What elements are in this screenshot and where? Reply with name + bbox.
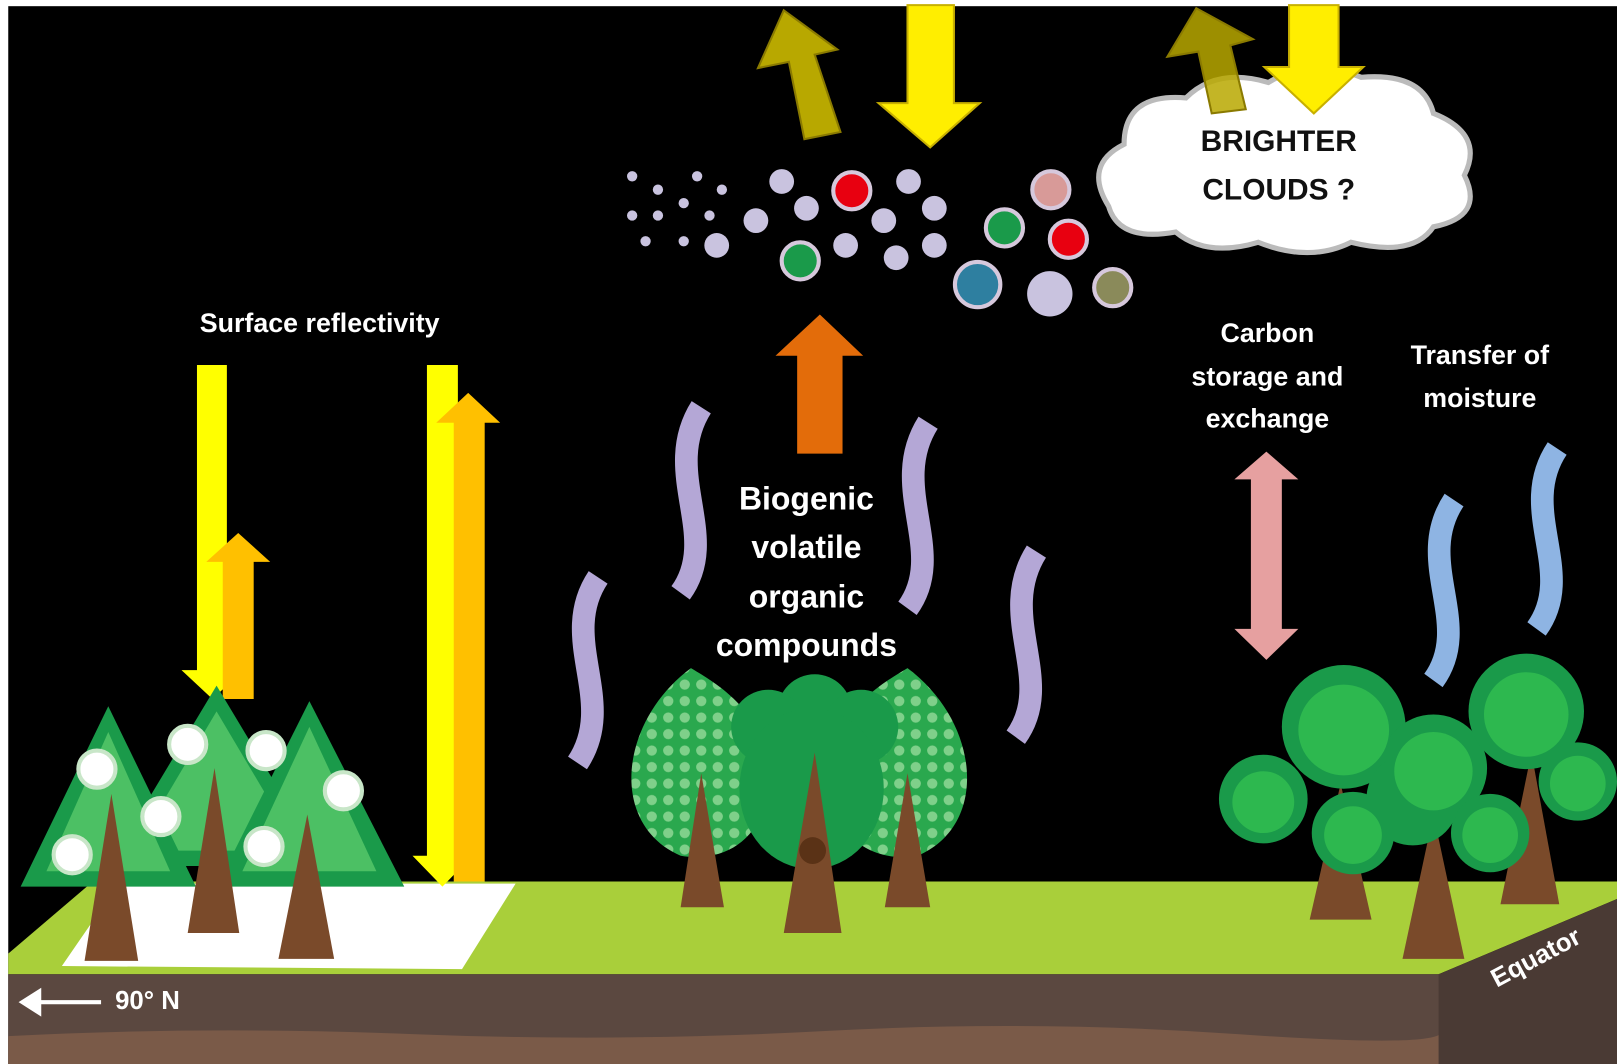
surface-reflectivity-label: Surface reflectivity [200,308,440,338]
moisture-label: moisture [1423,383,1536,413]
carbon-label: storage and [1191,361,1343,391]
bvoc-label: compounds [716,627,897,663]
cloud-label: CLOUDS ? [1202,174,1355,207]
cloud-label: BRIGHTER [1201,125,1357,158]
diagram: 90° N Equator BRIGHTER CLOUDS ? Surface … [0,0,1617,1064]
carbon-label: exchange [1206,404,1330,434]
moisture-label: Transfer of [1411,340,1550,370]
bvoc-label: organic [749,578,864,614]
carbon-label: Carbon [1221,318,1315,348]
bvoc-label: volatile [751,529,861,565]
bvoc-label: Biogenic [739,481,874,517]
latitude-label: 90° N [115,987,180,1015]
